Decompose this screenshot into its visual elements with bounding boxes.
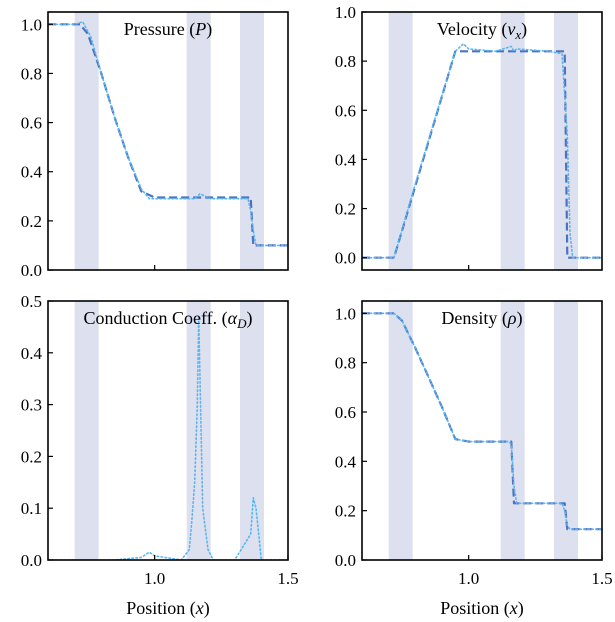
y-tick-label: 0.0 <box>21 261 42 280</box>
panel-4: 0.0 0.2 0.4 0.6 0.8 1.0 1.0 1.5 Density (ρ) Posit… <box>335 300 613 619</box>
y-tick-label: 0.4 <box>21 163 43 182</box>
x-axis-label: Position (x) <box>440 598 524 619</box>
y-tick-label: 0.8 <box>335 354 356 373</box>
panel-title: Velocity (vx) <box>437 19 527 42</box>
y-tick-label: 0.4 <box>335 452 357 471</box>
panel-3: 0.0 0.1 0.2 0.3 0.4 0.5 1.0 1.5 Conduction Coeff… <box>21 292 299 619</box>
y-tick-label: 1.0 <box>335 304 356 323</box>
panel-title: Pressure (P) <box>124 19 212 40</box>
panel-1: 0.0 0.2 0.4 0.6 0.8 1.0 Pressure (P) <box>21 11 289 280</box>
shaded-band <box>186 301 211 560</box>
y-tick-label: 0.6 <box>21 114 42 133</box>
y-tick-label: 0.5 <box>21 292 42 311</box>
shaded-band <box>500 12 525 270</box>
x-tick-label: 1.5 <box>591 569 612 588</box>
y-tick-label: 1.0 <box>21 15 42 34</box>
axes-frame <box>361 11 603 271</box>
axes-frame <box>47 11 289 271</box>
x-axis-label: Position (x) <box>126 598 210 619</box>
shaded-band <box>500 301 525 560</box>
y-tick-label: 0.1 <box>21 499 42 518</box>
y-tick-label: 0.2 <box>335 200 356 219</box>
y-tick-label: 0.2 <box>335 502 356 521</box>
shaded-band <box>74 12 99 270</box>
axes-frame <box>361 300 603 561</box>
shaded-band <box>186 12 211 270</box>
y-tick-label: 0.2 <box>21 212 42 231</box>
panel-title: Density (ρ) <box>441 308 522 329</box>
y-tick-label: 0.8 <box>335 52 356 71</box>
series-line-dotted <box>362 43 602 259</box>
x-tick-label: 1.5 <box>277 569 298 588</box>
shaded-band <box>74 301 99 560</box>
panel-title: Conduction Coeff. (αD) <box>84 308 253 331</box>
y-tick-label: 0.8 <box>21 64 42 83</box>
y-tick-label: 0.0 <box>335 249 356 268</box>
y-tick-label: 0.6 <box>335 101 356 120</box>
y-tick-label: 0.2 <box>21 447 42 466</box>
x-tick-label: 1.0 <box>458 569 479 588</box>
series-line-dotted <box>48 315 288 560</box>
shaded-band <box>388 12 413 270</box>
series-line-dotted <box>362 312 602 531</box>
series-line-dotted <box>48 20 288 247</box>
axes-frame <box>47 300 289 561</box>
y-tick-label: 0.0 <box>335 551 356 570</box>
panel-2: 0.0 0.2 0.4 0.6 0.8 1.0 Velocity (vx) <box>335 3 603 271</box>
y-tick-label: 0.3 <box>21 396 42 415</box>
y-tick-label: 0.4 <box>335 150 357 169</box>
y-tick-label: 0.4 <box>21 344 43 363</box>
shaded-band <box>388 301 413 560</box>
y-tick-label: 0.0 <box>21 551 42 570</box>
y-tick-label: 1.0 <box>335 3 356 22</box>
y-tick-label: 0.6 <box>335 403 356 422</box>
x-tick-label: 1.0 <box>144 569 165 588</box>
